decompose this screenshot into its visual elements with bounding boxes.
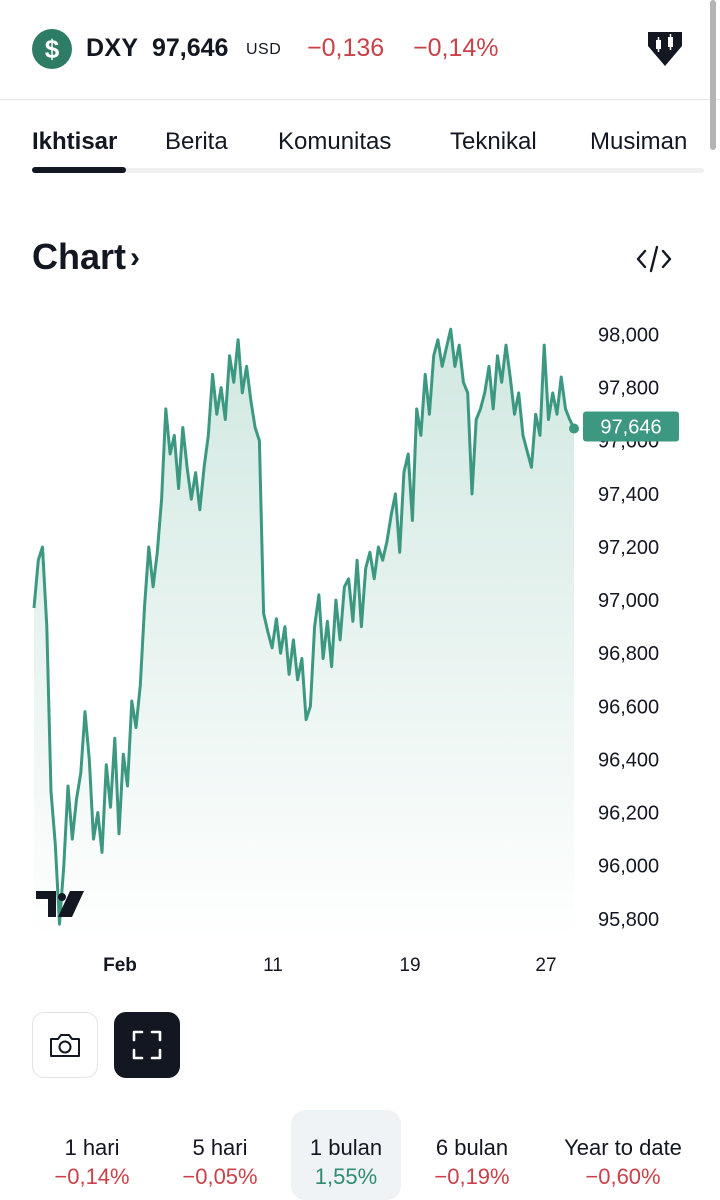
- y-tick-label: 96,400: [598, 749, 659, 771]
- price-area-fill: [34, 329, 574, 940]
- tab-track: [32, 168, 704, 173]
- y-tick-label: 97,800: [598, 378, 659, 400]
- period-1-month[interactable]: 1 bulan 1,55%: [291, 1110, 401, 1200]
- tab-komunitas[interactable]: Komunitas: [278, 128, 392, 155]
- period-label: 5 hari: [192, 1135, 248, 1160]
- y-tick-label: 97,200: [598, 537, 659, 559]
- price-change-percent: −0,14%: [413, 34, 499, 62]
- period-year-to-date[interactable]: Year to date −0,60%: [550, 1110, 696, 1200]
- price-line: [32, 327, 576, 926]
- tradingview-candles-badge-icon[interactable]: [642, 28, 688, 70]
- period-1-day[interactable]: 1 hari −0,14%: [32, 1110, 152, 1200]
- chevron-right-icon: ›: [130, 241, 141, 274]
- tab-musiman[interactable]: Musiman: [590, 128, 688, 155]
- period-6-months[interactable]: 6 bulan −0,19%: [412, 1110, 532, 1200]
- period-label: 1 bulan: [309, 1135, 383, 1160]
- period-change: −0,60%: [585, 1164, 661, 1189]
- tab-teknikal[interactable]: Teknikal: [450, 128, 537, 155]
- period-change: −0,19%: [434, 1164, 510, 1189]
- y-tick-label: 95,800: [598, 909, 659, 931]
- chart-section-title: Chart: [32, 236, 127, 277]
- tab-ikhtisar[interactable]: Ikhtisar: [32, 128, 118, 155]
- currency-code: USD: [246, 41, 282, 58]
- period-change: −0,14%: [54, 1164, 130, 1189]
- y-tick-label: 98,000: [598, 325, 659, 347]
- snapshot-button[interactable]: [32, 1012, 98, 1078]
- symbol-header: $ DXY 97,646 USD −0,136 −0,14%: [0, 0, 720, 100]
- last-point-marker: [569, 423, 579, 434]
- fullscreen-button[interactable]: [114, 1012, 180, 1078]
- ticker-symbol: DXY: [86, 34, 139, 62]
- fullscreen-corners-icon: [132, 1030, 162, 1060]
- period-5-days[interactable]: 5 hari −0,05%: [160, 1110, 280, 1200]
- price-change-absolute: −0,136: [307, 34, 385, 62]
- x-tick-label: Feb: [103, 955, 137, 976]
- period-performance-strip: 1 hari −0,14% 5 hari −0,05% 1 bulan 1,55…: [0, 1110, 720, 1200]
- y-tick-label: 96,800: [598, 643, 659, 665]
- active-tab-indicator: [32, 167, 126, 173]
- period-change: 1,55%: [314, 1164, 378, 1189]
- y-tick-label: 97,000: [598, 590, 659, 612]
- section-tabs: Ikhtisar Berita Komunitas Teknikal Musim…: [0, 100, 720, 176]
- y-tick-label: 96,200: [598, 803, 659, 825]
- tab-berita[interactable]: Berita: [165, 128, 228, 155]
- chart-section-link[interactable]: Chart ›: [32, 236, 140, 278]
- last-price-tag-label: 97,646: [600, 417, 661, 439]
- last-price-tag: [583, 411, 679, 442]
- y-tick-label: 96,600: [598, 696, 659, 718]
- y-tick-label: 97,400: [598, 484, 659, 506]
- price-chart-svg: 98,00097,80097,60097,40097,20097,00096,8…: [32, 325, 679, 976]
- tradingview-logo-icon: [36, 891, 84, 917]
- x-tick-label: 19: [399, 955, 420, 976]
- dollar-sign-icon: $: [32, 29, 72, 69]
- code-embed-icon[interactable]: [634, 242, 674, 276]
- x-tick-label: 27: [535, 955, 556, 976]
- x-tick-label: 11: [263, 955, 283, 976]
- last-price: 97,646: [152, 34, 229, 62]
- period-label: 1 hari: [64, 1135, 120, 1160]
- period-label: Year to date: [564, 1135, 682, 1160]
- camera-icon: [50, 1034, 80, 1057]
- page-scrollbar[interactable]: [710, 0, 716, 150]
- price-chart[interactable]: 98,000 97,800 97,600 97,400 97,200 97,000 96,8…: [0, 300, 720, 990]
- period-label: 6 bulan: [435, 1135, 509, 1160]
- y-tick-label: 96,000: [598, 856, 659, 878]
- period-change: −0,05%: [182, 1164, 258, 1189]
